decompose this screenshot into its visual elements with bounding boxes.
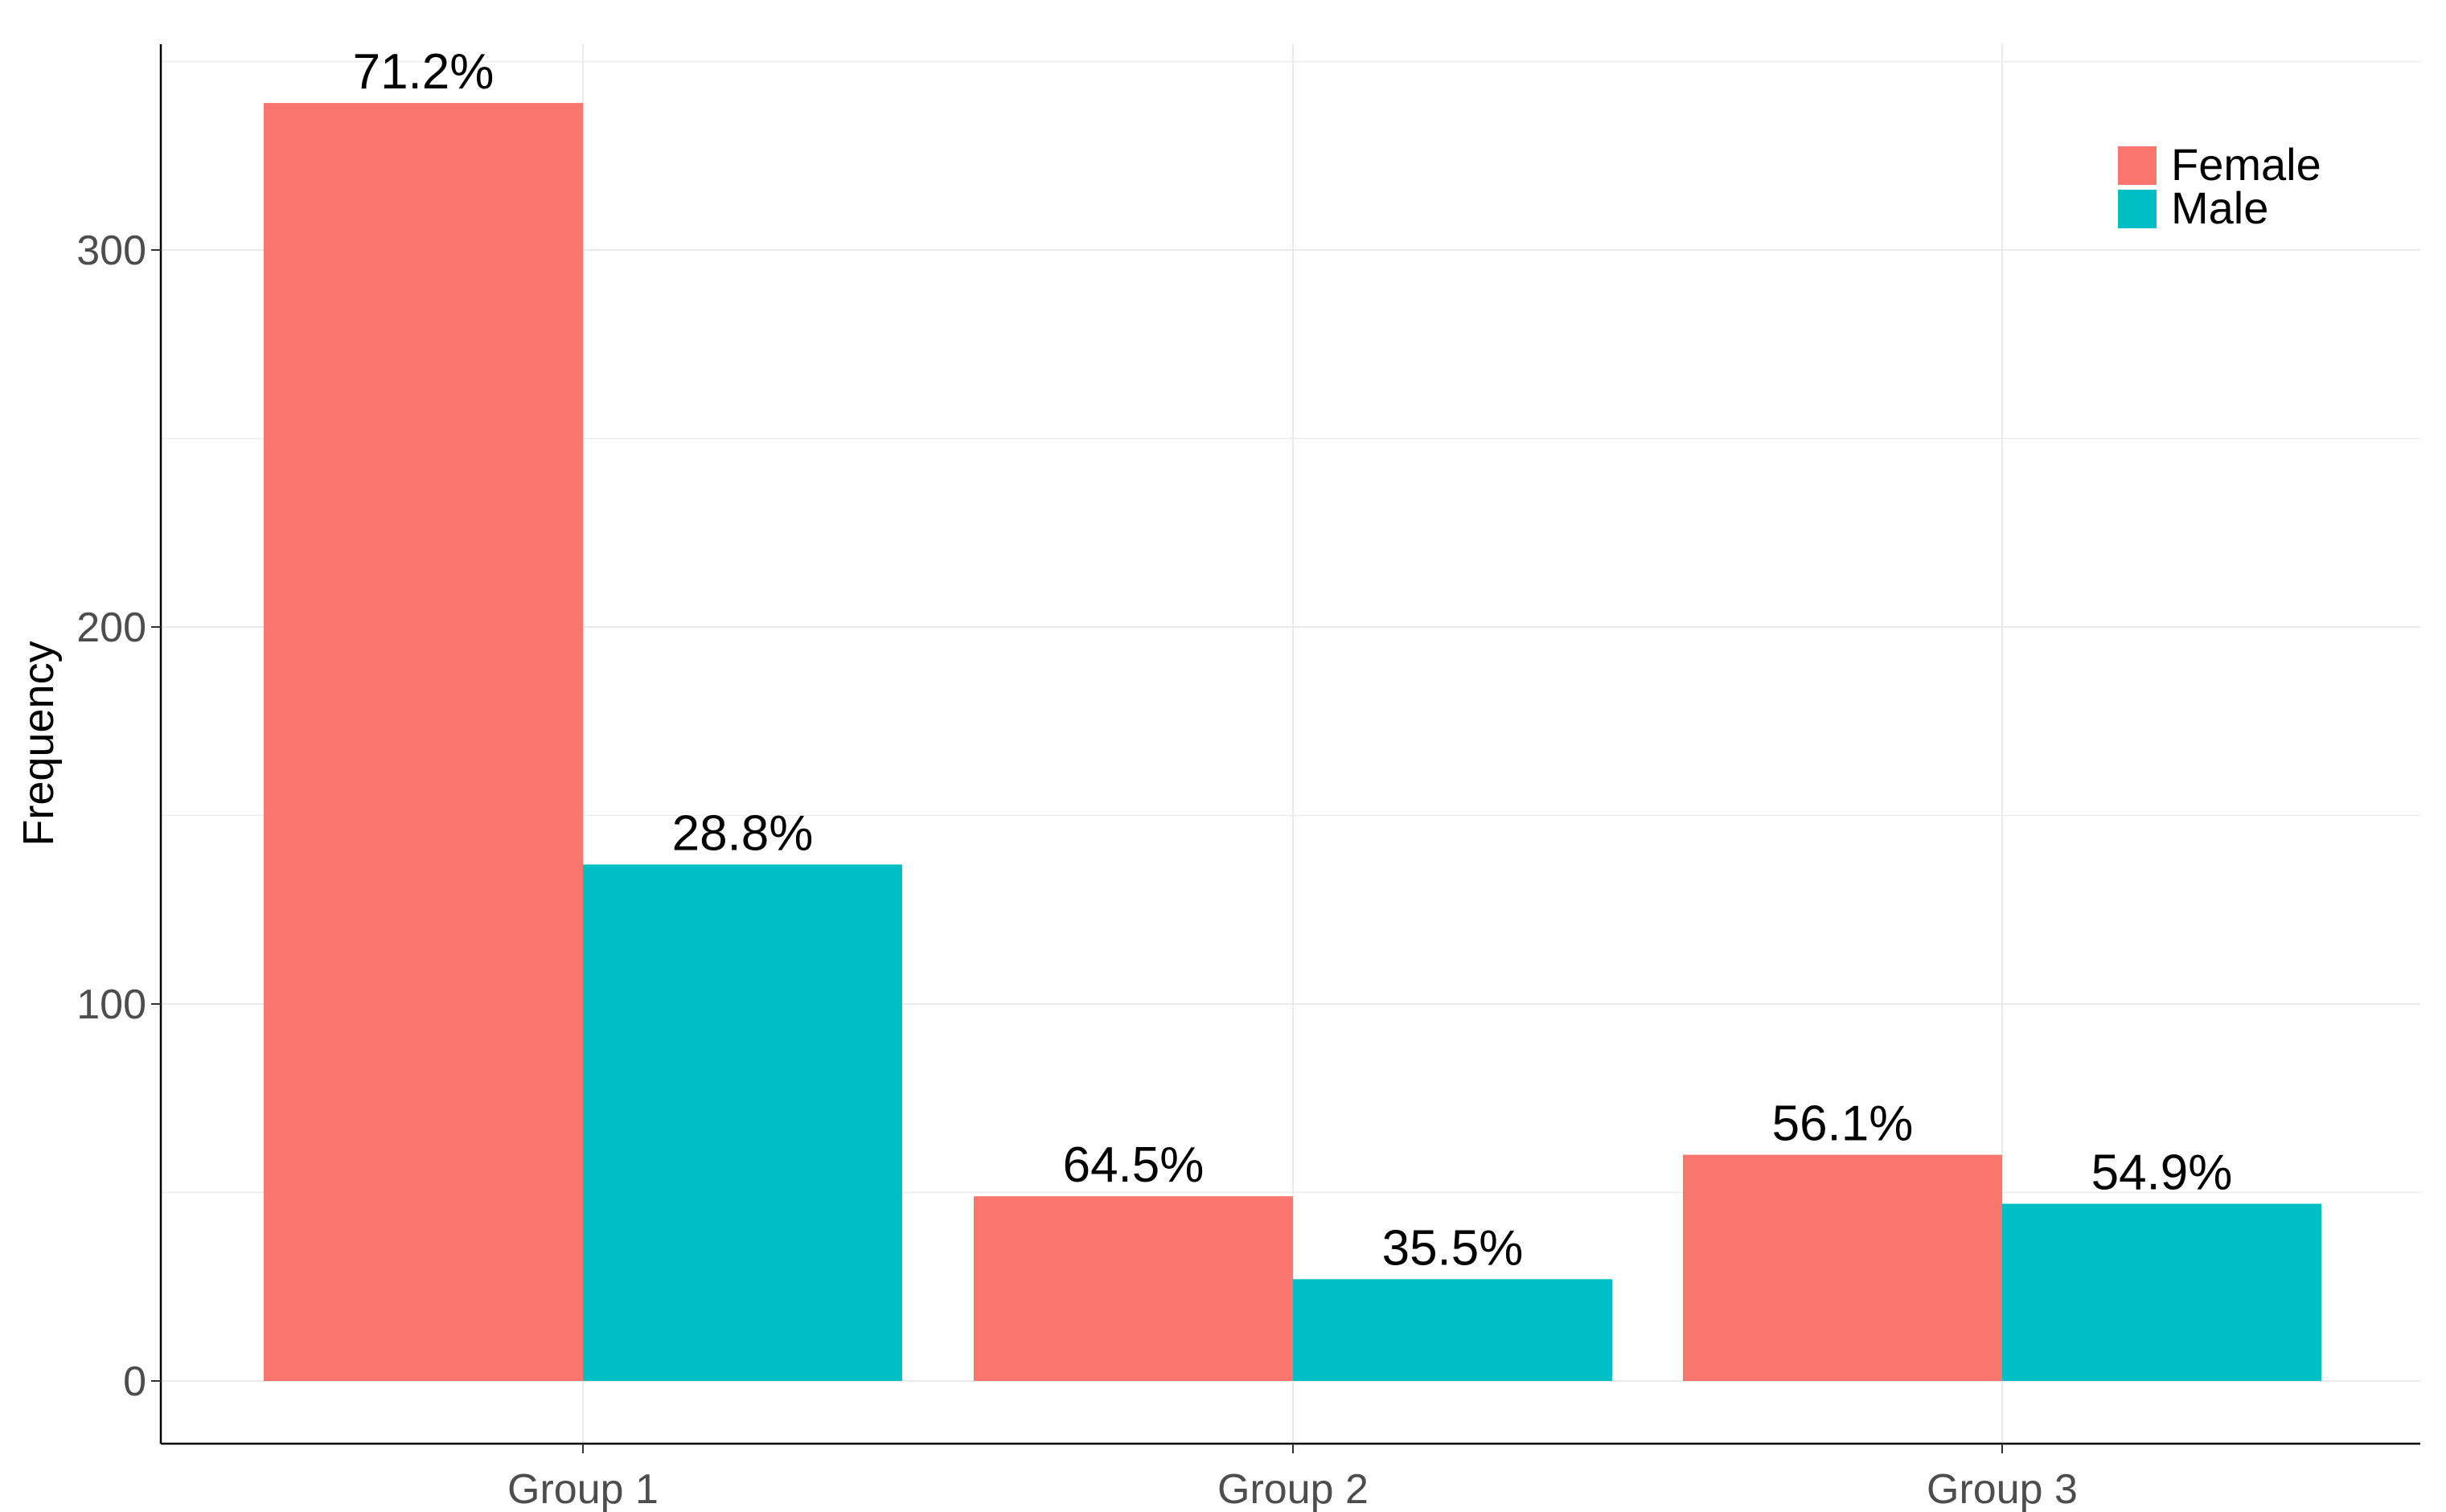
legend-label-male: Male [2171,182,2268,233]
bar-male-2 [1293,1279,1612,1381]
data-label-male-1: 28.8% [672,805,814,861]
data-label-male-3: 54.9% [2091,1145,2233,1201]
legend-label-female: Female [2171,139,2321,190]
x-tick-label: Group 3 [1927,1466,2078,1512]
y-tick-label: 300 [76,227,146,274]
y-tick-label: 200 [76,604,146,651]
bar-female-3 [1683,1154,2002,1381]
x-tick-label: Group 1 [507,1466,659,1512]
bar-female-1 [264,103,583,1382]
y-axis-title: Frequency [14,641,63,846]
bars [264,103,2321,1382]
legend-key-male [2118,190,2157,228]
data-label-female-3: 56.1% [1772,1096,1914,1152]
bar-male-1 [583,864,902,1381]
data-label-female-1: 71.2% [353,44,495,100]
y-tick-label: 0 [123,1358,146,1405]
bar-male-3 [2002,1203,2321,1381]
y-tick-label: 100 [76,981,146,1028]
data-labels: 71.2% 64.5% 56.1% 28.8% 35.5% 54.9% [353,44,2233,1276]
legend-key-female [2118,146,2157,185]
bar-female-2 [974,1196,1293,1381]
x-tick-label: Group 2 [1217,1466,1369,1512]
data-label-female-2: 64.5% [1063,1137,1205,1193]
axes: 0 100 200 300 Group 1 Group 2 Group 3 Frequency [14,44,2420,1512]
data-label-male-2: 35.5% [1382,1220,1524,1276]
